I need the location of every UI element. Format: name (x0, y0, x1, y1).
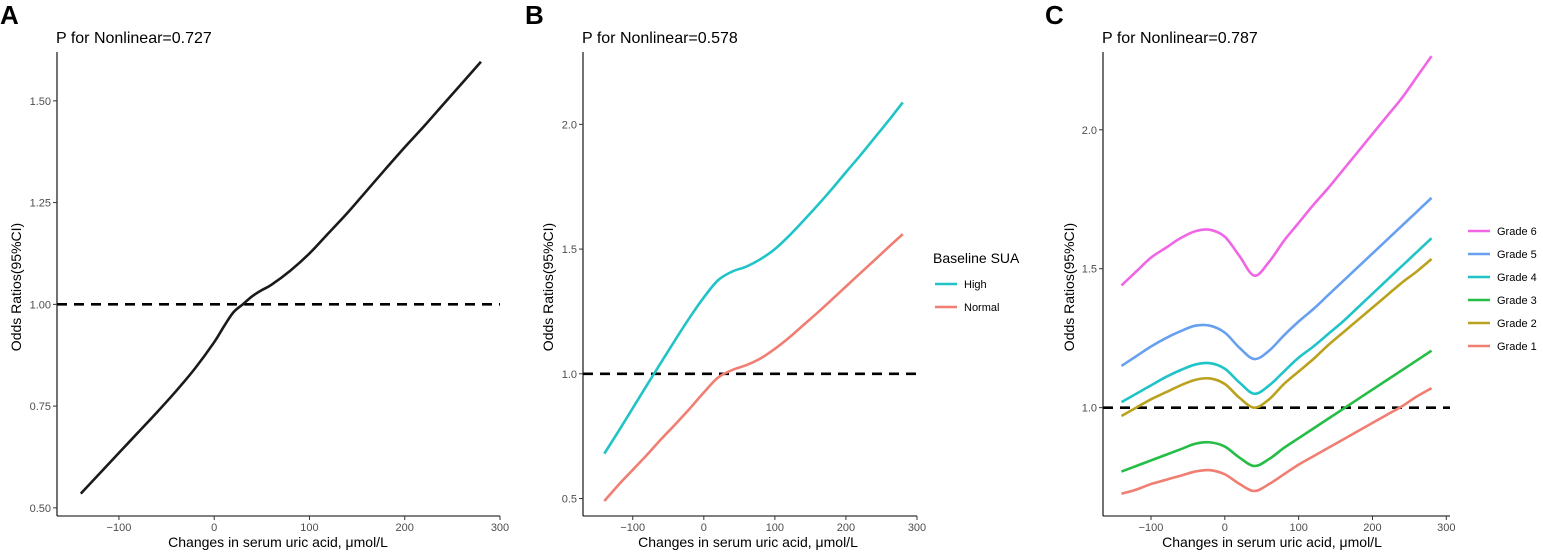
panel-c-y-tick-label: 2.0 (1082, 125, 1097, 137)
panel-c-legend-label-grade-5: Grade 5 (1497, 249, 1537, 261)
panel-b-y-tick-label: 1.0 (562, 369, 577, 381)
panel-b-x-axis-title: Changes in serum uric acid, μmol/L (638, 534, 858, 550)
panel-b-legend-label-normal: Normal (964, 302, 999, 314)
panel-b-x-tick-label: 200 (837, 522, 855, 534)
panel-c-title: P for Nonlinear=0.787 (1102, 30, 1258, 47)
panel-b: B P for Nonlinear=0.578 Changes in serum… (525, 0, 1020, 550)
panel-a-y-axis-title: Odds Ratios(95%CI) (8, 223, 24, 351)
panel-b-legend-title: Baseline SUA (933, 250, 1020, 266)
panel-c-series-grade-6 (1120, 55, 1433, 287)
panel-c-x-axis-title: Changes in serum uric acid, μmol/L (1162, 534, 1382, 550)
panel-a-x-tick-label: 100 (300, 522, 318, 534)
panel-a-y-tick-label: 1.25 (30, 198, 51, 210)
panel-c-series-grade-3 (1121, 349, 1433, 473)
panel-b-x-tick-label: −100 (620, 522, 645, 534)
panel-c-x-tick-label: 0 (1222, 522, 1228, 534)
panel-c-legend-label-grade-6: Grade 6 (1497, 226, 1537, 238)
panel-b-letter: B (525, 0, 544, 30)
panel-c-series-grade-1 (1121, 387, 1433, 496)
panel-a-series-overall (79, 60, 482, 495)
panel-a-x-tick-label: 300 (491, 522, 509, 534)
panel-c-y-tick-label: 1.0 (1082, 403, 1097, 415)
panel-a: A P for Nonlinear=0.727 Changes in serum… (0, 0, 509, 550)
panel-a-y-tick-label: 0.50 (30, 503, 51, 515)
panel-c-legend-label-grade-4: Grade 4 (1497, 272, 1537, 284)
panel-c-series-grade-5 (1120, 196, 1433, 368)
panel-b-series-high (603, 101, 904, 455)
panel-a-y-tick-label: 1.00 (30, 299, 51, 311)
panel-c-letter: C (1045, 0, 1064, 30)
panel-c-x-tick-label: 300 (1437, 522, 1455, 534)
panel-b-y-tick-label: 2.0 (562, 119, 577, 131)
panel-c-legend-label-grade-2: Grade 2 (1497, 318, 1537, 330)
panel-c: C P for Nonlinear=0.787 Changes in serum… (1045, 0, 1537, 550)
panel-b-y-tick-label: 0.5 (562, 494, 577, 506)
panel-b-series-normal (603, 233, 904, 502)
panel-a-y-tick-label: 1.50 (30, 96, 51, 108)
panel-b-plot: −100 0 100 200 300 0.5 1.0 1.5 2.0 (562, 52, 926, 534)
panel-c-y-tick-label: 1.5 (1082, 264, 1097, 276)
panel-c-series-grade-4 (1120, 237, 1433, 404)
panel-c-x-tick-label: 100 (1289, 522, 1307, 534)
panel-b-title: P for Nonlinear=0.578 (582, 30, 738, 47)
panel-a-y-tick-label: 0.75 (30, 401, 51, 413)
panel-c-y-axis-title: Odds Ratios(95%CI) (1061, 223, 1077, 351)
panel-c-legend-label-grade-3: Grade 3 (1497, 295, 1537, 307)
panel-a-x-tick-label: 200 (396, 522, 414, 534)
panel-a-x-tick-label: 0 (211, 522, 217, 534)
panel-c-series-grade-2 (1120, 257, 1433, 418)
panel-c-x-tick-label: −100 (1139, 522, 1164, 534)
panel-c-legend-label-grade-1: Grade 1 (1497, 341, 1537, 353)
panel-b-y-tick-label: 1.5 (562, 244, 577, 256)
panel-a-plot: −100 0 100 200 300 0.50 0.75 1.00 1.25 1.50 (30, 52, 509, 534)
panel-b-x-tick-label: 100 (766, 522, 784, 534)
panel-c-x-tick-label: 200 (1363, 522, 1381, 534)
panel-b-y-axis-title: Odds Ratios(95%CI) (540, 223, 556, 351)
panel-a-x-tick-label: −100 (107, 522, 132, 534)
panel-b-legend: Baseline SUA High Normal (933, 250, 1020, 314)
panel-c-legend: Grade 6 Grade 5 Grade 4 Grade 3 Grade 2 … (1468, 226, 1537, 353)
panel-b-x-tick-label: 0 (701, 522, 707, 534)
panel-b-legend-label-high: High (964, 279, 987, 291)
panel-b-x-tick-label: 300 (908, 522, 926, 534)
panel-c-plot: −100 0 100 200 300 1.0 1.5 2.0 (1082, 52, 1455, 534)
panel-a-x-axis-title: Changes in serum uric acid, μmol/L (168, 534, 388, 550)
panel-a-title: P for Nonlinear=0.727 (56, 30, 212, 47)
panel-a-letter: A (0, 0, 19, 30)
